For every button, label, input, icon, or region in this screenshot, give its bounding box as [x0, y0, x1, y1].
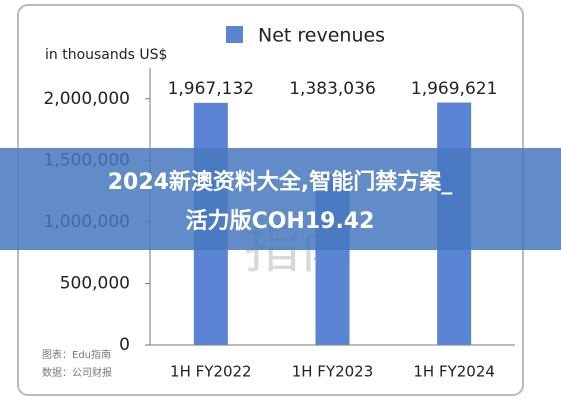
y-tick-label: 0 [119, 335, 130, 355]
banner-text: 2024新澳资料大全,智能门禁方案_ [108, 169, 453, 195]
y-tick-label: 500,000 [60, 273, 130, 293]
y-tick-label: 2,000,000 [43, 89, 130, 109]
x-tick-label: 1H FY2024 [413, 363, 495, 381]
credit: 图表：Edu指南 [42, 348, 111, 361]
legend-swatch [226, 26, 243, 43]
banner [0, 148, 561, 250]
unit-label: in thousands US$ [45, 47, 167, 63]
value-label: 1,969,621 [411, 79, 498, 99]
x-tick-label: 1H FY2023 [292, 363, 374, 381]
value-label: 1,383,036 [289, 79, 376, 99]
credit: 数据：公司财报 [42, 366, 112, 379]
x-tick-label: 1H FY2022 [170, 363, 252, 381]
value-label: 1,967,132 [168, 79, 255, 99]
banner-text: 活力版COH19.42 [186, 209, 375, 234]
legend-label: Net revenues [258, 25, 385, 47]
